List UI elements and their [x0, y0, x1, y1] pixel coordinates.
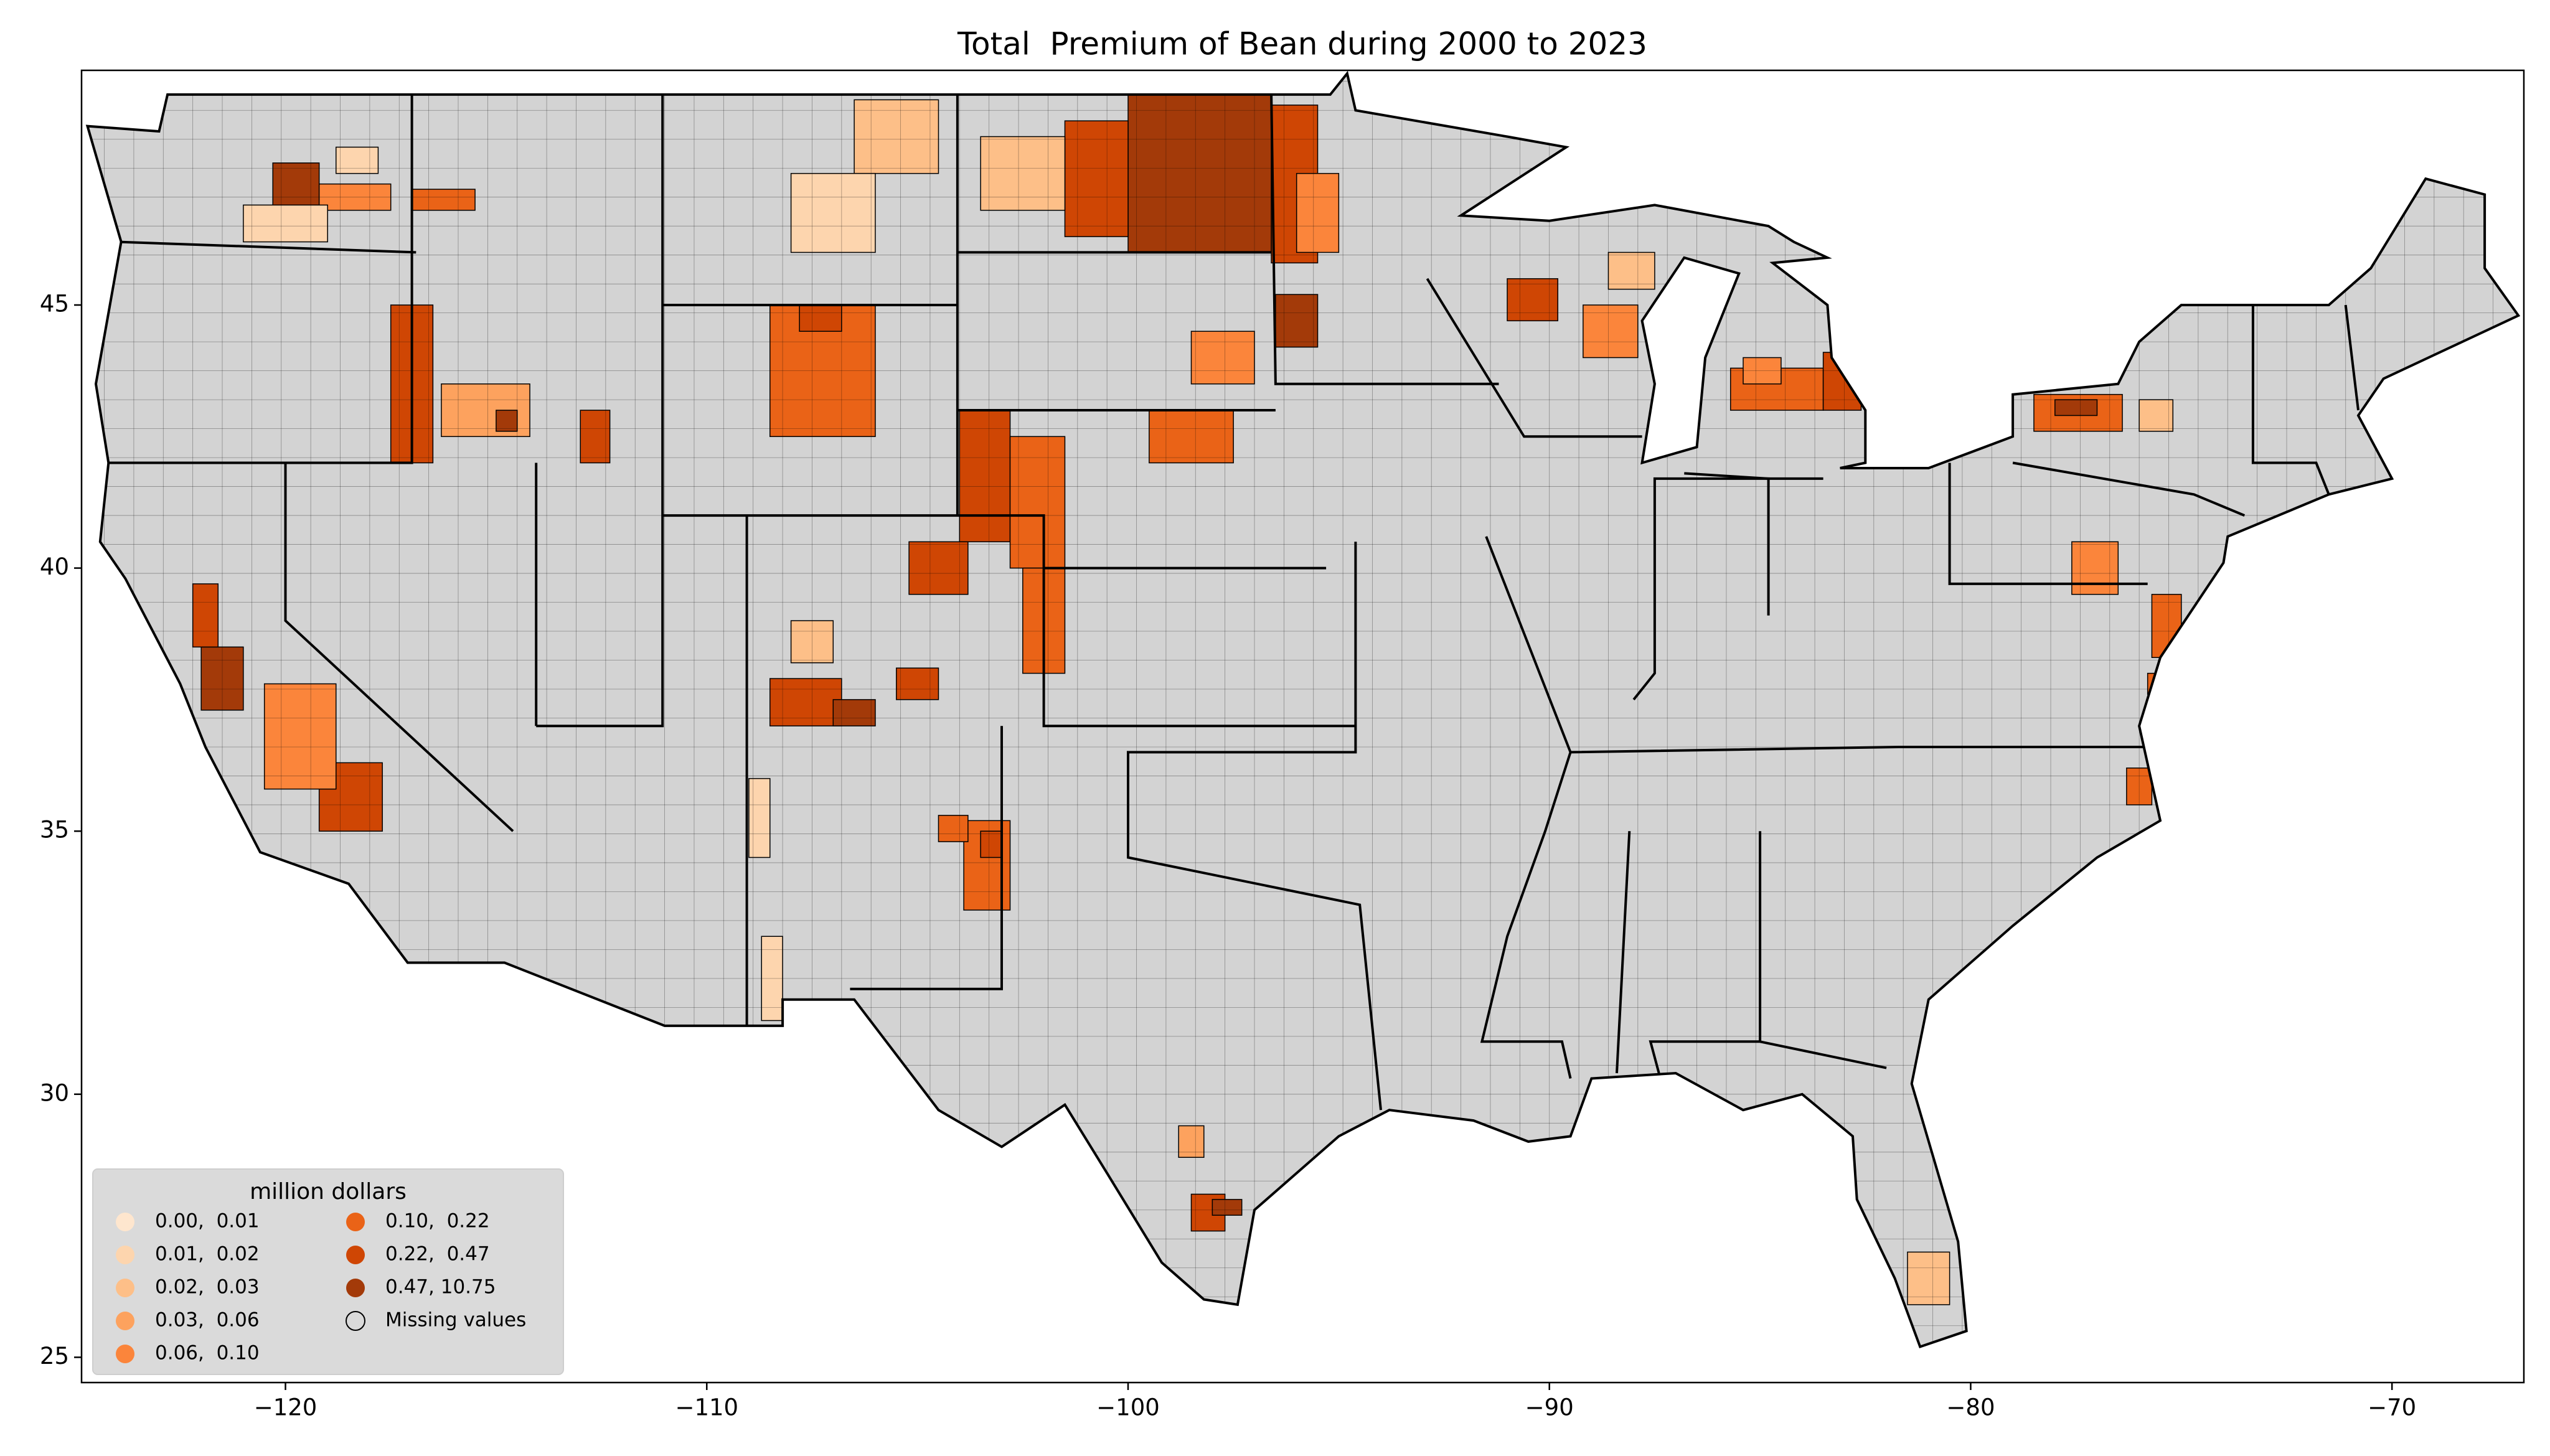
county-group [832, 699, 876, 726]
county-group [1178, 1125, 1205, 1158]
county-group [1296, 172, 1340, 253]
county-group [799, 304, 842, 332]
county-group [854, 99, 939, 174]
legend-marker [346, 1246, 365, 1264]
county-group [243, 204, 328, 243]
county-group [2071, 541, 2119, 595]
county-group [335, 146, 379, 174]
county-group [192, 583, 219, 648]
x-tick-label: −100 [1096, 1394, 1160, 1421]
county-group [1190, 331, 1255, 385]
legend-marker [346, 1213, 365, 1231]
county-group [1743, 357, 1782, 385]
state-border [1632, 477, 1770, 701]
x-tick-label: −110 [675, 1394, 738, 1421]
state-border [1948, 463, 2148, 585]
lake-michigan [1640, 256, 1741, 465]
county-group [769, 678, 842, 726]
county-group [938, 815, 969, 842]
legend-label: 0.00, 0.01 [155, 1210, 260, 1233]
state-border [1616, 831, 1631, 1074]
axes-frame [80, 69, 2525, 1384]
county-group [318, 183, 392, 211]
county-group [263, 683, 337, 790]
state-border [1759, 1040, 1887, 1069]
county-group [896, 667, 939, 700]
county-group [1607, 251, 1655, 290]
county-group [496, 410, 518, 432]
y-tick-label: 25 [40, 1343, 69, 1369]
legend-marker [116, 1279, 134, 1297]
legend-label: 0.10, 0.22 [385, 1210, 490, 1233]
county-group [1822, 352, 1862, 411]
x-tick-label: −80 [1946, 1394, 1995, 1421]
state-border [1570, 746, 2143, 754]
county-group [980, 136, 1066, 211]
state-border [1127, 542, 1382, 1111]
chart-title: Total Premium of Bean during 2000 to 202… [957, 26, 1647, 62]
county-group [2138, 399, 2174, 432]
legend-label: 0.02, 0.03 [155, 1276, 260, 1299]
legend-label: Missing values [385, 1309, 526, 1332]
county-group [1507, 278, 1559, 322]
state-border [108, 94, 413, 464]
county-group [1907, 1251, 1950, 1305]
county-group [959, 410, 1011, 543]
y-tick-label: 30 [40, 1079, 69, 1106]
state-border [1649, 831, 1762, 1074]
y-tick-label: 45 [40, 290, 69, 317]
county-group [790, 620, 834, 664]
legend-marker [116, 1213, 134, 1231]
legend-label: 0.22, 0.47 [385, 1243, 490, 1266]
state-border [2012, 461, 2246, 517]
county-group [790, 172, 876, 253]
legend-marker [116, 1312, 134, 1330]
county-group [1127, 94, 1272, 253]
county-group [908, 541, 969, 595]
county-group [980, 830, 1002, 858]
county-group [411, 189, 476, 211]
county-group [1064, 120, 1129, 237]
county-group [2054, 399, 2098, 416]
state-border [1270, 94, 1499, 385]
state-border [2251, 305, 2330, 496]
legend-label: 0.06, 0.10 [155, 1342, 260, 1364]
legend-marker [346, 1311, 365, 1331]
us-land [87, 73, 2519, 1347]
x-tick-label: −90 [1525, 1394, 1574, 1421]
state-border [1684, 472, 1823, 480]
county-group [2126, 768, 2153, 805]
legend-marker [116, 1246, 134, 1264]
legend-title: million dollars [250, 1179, 407, 1205]
state-border [284, 463, 514, 832]
county-group [1583, 304, 1639, 359]
county-group [200, 646, 244, 711]
county-group [761, 936, 783, 1022]
legend-marker [116, 1345, 134, 1363]
state-border [662, 514, 1356, 728]
legend-marker [346, 1279, 365, 1297]
legend-label: 0.03, 0.06 [155, 1309, 260, 1332]
y-tick-label: 40 [40, 553, 69, 580]
state-border [116, 240, 416, 254]
county-group [1149, 410, 1234, 464]
x-tick-label: −120 [254, 1394, 318, 1421]
state-border [1426, 278, 1642, 438]
us-outline [85, 70, 2521, 1349]
legend-label: 0.01, 0.02 [155, 1243, 260, 1266]
state-border [2344, 304, 2359, 411]
county-group [1211, 1199, 1243, 1216]
county-group [580, 410, 611, 464]
state-border [850, 726, 1003, 990]
x-tick-label: −70 [2368, 1394, 2416, 1421]
county-group [748, 777, 771, 858]
legend-box [92, 1168, 564, 1375]
legend-label: 0.47, 10.75 [385, 1276, 496, 1299]
y-tick-label: 35 [40, 817, 69, 843]
county-group [1275, 294, 1319, 348]
